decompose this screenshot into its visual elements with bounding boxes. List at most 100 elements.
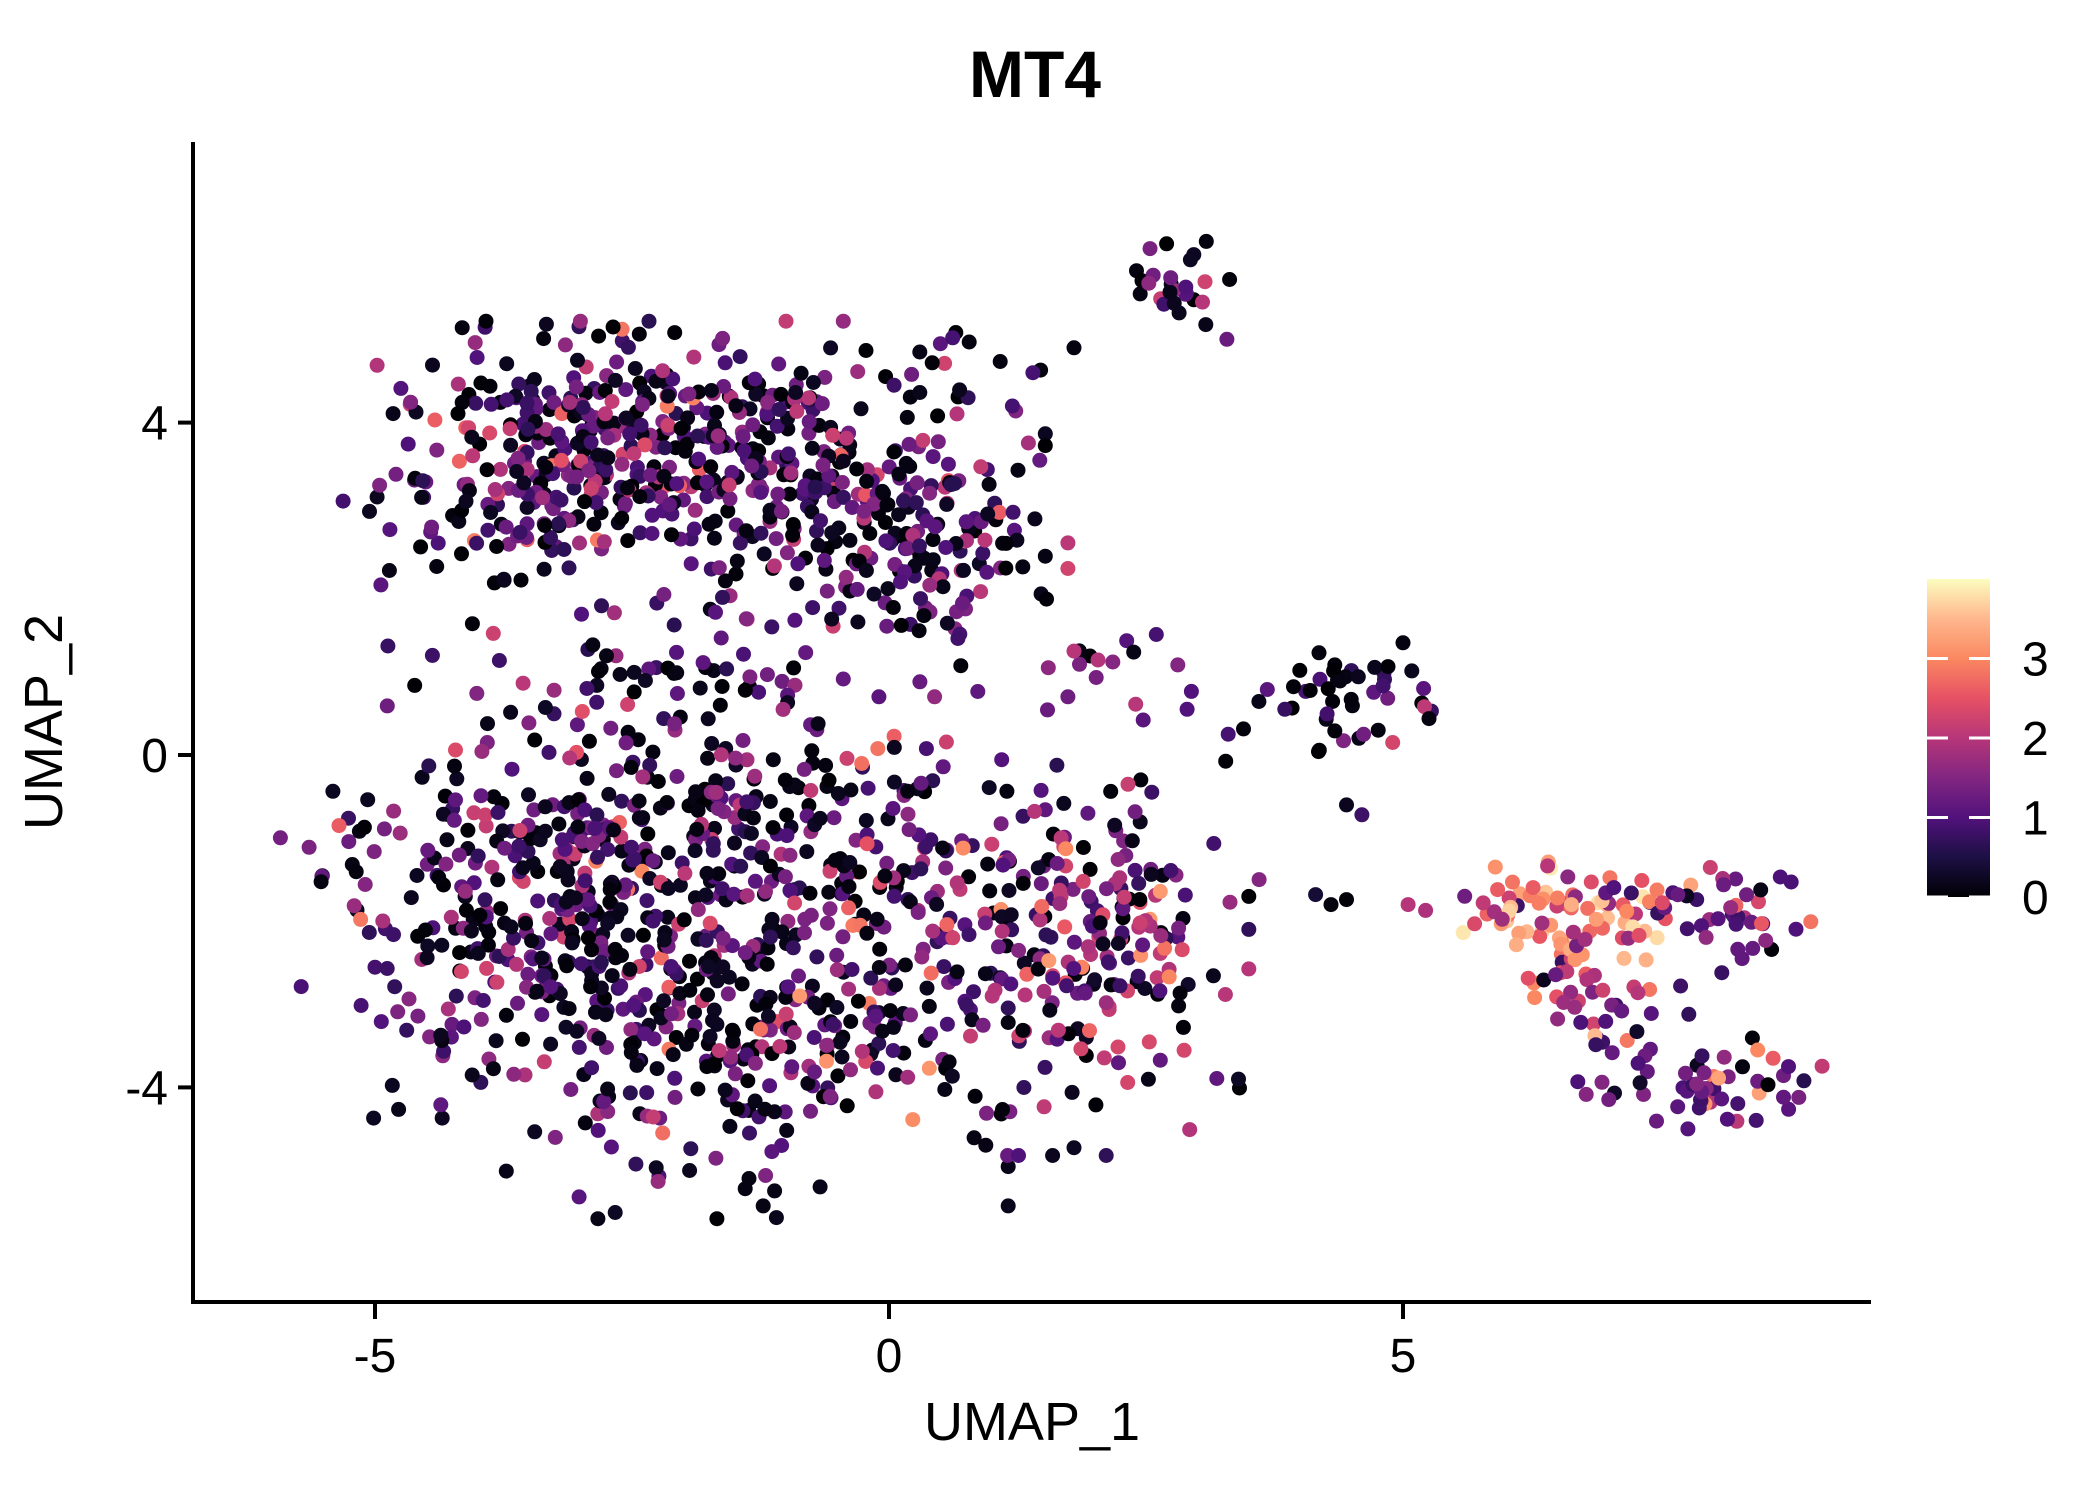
data-point bbox=[755, 839, 771, 855]
data-point bbox=[622, 1085, 638, 1101]
data-point bbox=[639, 1085, 655, 1101]
data-point bbox=[717, 1082, 733, 1098]
data-point bbox=[653, 950, 669, 966]
data-point bbox=[1550, 1011, 1566, 1027]
data-point bbox=[478, 818, 494, 834]
data-point bbox=[403, 890, 419, 906]
data-point bbox=[923, 965, 939, 981]
data-point bbox=[577, 494, 592, 510]
data-point bbox=[596, 1094, 612, 1110]
data-point bbox=[537, 823, 553, 839]
data-point bbox=[597, 383, 613, 398]
data-point bbox=[607, 1205, 623, 1220]
data-point bbox=[911, 623, 927, 639]
data-point bbox=[499, 392, 515, 408]
data-point bbox=[922, 577, 938, 593]
data-point bbox=[1010, 462, 1026, 478]
data-point bbox=[702, 915, 718, 931]
data-point bbox=[689, 971, 705, 987]
data-point bbox=[831, 600, 847, 616]
data-point bbox=[574, 704, 590, 719]
data-point bbox=[786, 1025, 802, 1041]
data-point bbox=[785, 517, 801, 532]
data-point bbox=[1292, 662, 1308, 678]
y-tick-label: 0 bbox=[141, 730, 168, 783]
data-point bbox=[687, 1004, 702, 1020]
data-point bbox=[641, 661, 657, 677]
data-point bbox=[958, 997, 974, 1013]
data-point bbox=[626, 446, 642, 462]
data-point bbox=[631, 793, 647, 809]
data-point bbox=[1803, 914, 1819, 930]
data-point bbox=[834, 475, 850, 490]
data-point bbox=[790, 556, 806, 572]
data-point bbox=[747, 1055, 763, 1071]
data-point bbox=[1649, 1113, 1664, 1129]
data-point bbox=[852, 864, 867, 880]
data-point bbox=[566, 480, 582, 496]
data-point bbox=[792, 988, 808, 1004]
data-point bbox=[483, 505, 499, 520]
data-point bbox=[1075, 840, 1091, 855]
data-point bbox=[521, 715, 537, 731]
data-point bbox=[877, 515, 893, 530]
data-point bbox=[1092, 915, 1108, 931]
data-point bbox=[581, 733, 597, 749]
data-point bbox=[819, 1053, 834, 1069]
data-point bbox=[853, 401, 869, 417]
data-point bbox=[1632, 1075, 1648, 1091]
data-point bbox=[1642, 982, 1658, 997]
data-point bbox=[720, 986, 736, 1002]
data-point bbox=[472, 907, 488, 923]
data-point bbox=[618, 735, 634, 751]
data-point bbox=[773, 386, 789, 402]
data-point bbox=[919, 980, 935, 996]
data-point bbox=[710, 428, 726, 444]
data-point bbox=[594, 598, 609, 614]
data-point bbox=[858, 343, 874, 358]
data-point bbox=[771, 356, 787, 372]
data-point bbox=[623, 839, 639, 855]
data-point bbox=[930, 408, 946, 424]
data-point bbox=[1511, 925, 1527, 941]
data-point bbox=[866, 586, 882, 602]
data-point bbox=[1059, 978, 1075, 994]
data-point bbox=[737, 945, 753, 961]
data-point bbox=[360, 792, 376, 808]
data-point bbox=[503, 704, 519, 720]
data-point bbox=[939, 615, 955, 631]
data-point bbox=[984, 988, 1000, 1004]
data-point bbox=[843, 782, 859, 798]
data-point bbox=[726, 886, 742, 902]
data-point bbox=[1457, 888, 1473, 904]
data-point bbox=[1015, 559, 1031, 575]
data-point bbox=[614, 793, 630, 809]
data-point bbox=[632, 489, 648, 505]
data-point bbox=[967, 1088, 983, 1104]
data-point bbox=[660, 388, 676, 404]
data-point bbox=[724, 1022, 740, 1038]
data-point bbox=[570, 819, 586, 835]
data-point bbox=[622, 426, 638, 442]
data-point bbox=[768, 1210, 784, 1226]
data-point bbox=[1455, 925, 1471, 941]
data-point bbox=[452, 945, 468, 961]
data-point bbox=[728, 566, 744, 582]
data-point bbox=[905, 1112, 921, 1128]
data-point bbox=[1320, 681, 1336, 697]
data-point bbox=[759, 667, 775, 683]
data-point bbox=[401, 991, 417, 1007]
data-point bbox=[591, 328, 607, 344]
data-point bbox=[801, 390, 817, 406]
data-point bbox=[1015, 1022, 1031, 1038]
data-point bbox=[672, 877, 688, 893]
data-point bbox=[1170, 657, 1186, 673]
data-point bbox=[1141, 1034, 1157, 1050]
data-point bbox=[940, 456, 956, 472]
data-point bbox=[490, 872, 506, 888]
data-point bbox=[637, 673, 653, 688]
data-point bbox=[998, 535, 1014, 551]
data-point bbox=[782, 486, 798, 502]
data-point bbox=[1286, 679, 1301, 695]
data-point bbox=[937, 355, 953, 371]
